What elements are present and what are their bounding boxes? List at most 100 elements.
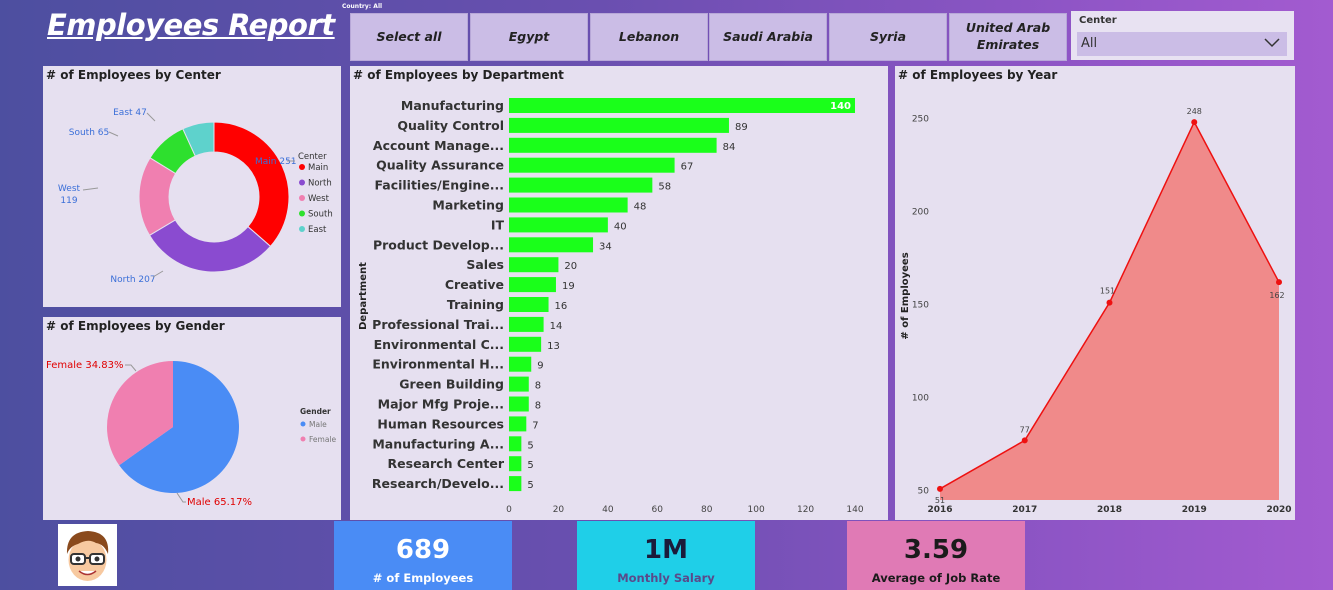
- bar-data-label: 89: [735, 122, 748, 133]
- department-bar: [509, 217, 608, 233]
- area-point: [1021, 437, 1028, 444]
- kpi-value: 689: [395, 535, 451, 565]
- country-option-syria[interactable]: Syria: [829, 13, 947, 61]
- bar-data-label: 19: [562, 281, 575, 292]
- country-option-united-arab-emirates[interactable]: United Arab Emirates: [949, 13, 1067, 61]
- x-tick-label: 100: [748, 505, 765, 515]
- pie-slice-male: [119, 361, 240, 493]
- department-bar: [509, 456, 522, 472]
- bar-data-label: 5: [527, 460, 533, 471]
- area-data-label: 248: [1187, 107, 1202, 116]
- department-label: Human Resources: [377, 416, 504, 431]
- country-option-saudi-arabia[interactable]: Saudi Arabia: [709, 13, 827, 61]
- pie-data-label-female: Female 34.83%: [46, 360, 123, 371]
- report-title: Employees Report: [47, 8, 335, 42]
- x-tick-label: 0: [506, 505, 512, 515]
- area-data-label: 51: [935, 496, 945, 505]
- department-bar: [509, 376, 529, 392]
- department-label: Manufacturing: [401, 98, 504, 113]
- department-label: Major Mfg Proje...: [378, 397, 504, 412]
- department-label: Quality Assurance: [376, 158, 504, 173]
- area-fill: [940, 122, 1279, 500]
- gender-pie-chart: Male 65.17% Female 34.83% Gender Male Female: [46, 360, 337, 508]
- country-option-select-all[interactable]: Select all: [350, 13, 468, 61]
- bar-data-label: 5: [527, 440, 533, 451]
- department-bar: [509, 316, 544, 332]
- kpi-value: 1M: [644, 535, 688, 565]
- donut-legend-item: Main: [308, 163, 328, 173]
- department-bar: [509, 297, 549, 312]
- country-option-lebanon[interactable]: Lebanon: [590, 13, 708, 61]
- y-tick-label: 200: [912, 207, 929, 217]
- department-bar: [509, 436, 522, 452]
- department-label: Creative: [445, 277, 504, 292]
- department-label: Research/Develo...: [372, 476, 504, 491]
- area-point: [1276, 279, 1282, 286]
- leader-line: [146, 112, 156, 122]
- center-slicer-label: Center: [1079, 15, 1117, 26]
- department-label: Facilities/Engine...: [374, 178, 504, 193]
- donut-slice-east: [182, 121, 215, 157]
- chevron-down-icon[interactable]: [1263, 35, 1281, 49]
- avatar: [58, 524, 117, 586]
- year-area-chart: 50 100 150 200 250 # of Employees 51 77 151 248 16…: [900, 107, 1292, 515]
- bar-data-label: 58: [658, 182, 671, 193]
- department-label: Environmental C...: [374, 337, 504, 352]
- area-point: [1191, 119, 1198, 126]
- department-bar: [509, 237, 594, 253]
- center-slicer-dropdown[interactable]: All: [1077, 32, 1287, 56]
- legend-marker: [299, 210, 305, 217]
- department-bar-chart: 0 20 40 60 80 100 120 140 Department Manufacturin…: [358, 98, 864, 515]
- boy-avatar-icon: [66, 531, 109, 581]
- donut-legend-title: Center: [298, 152, 327, 162]
- department-label: Manufacturing A...: [372, 436, 504, 451]
- country-option-egypt[interactable]: Egypt: [470, 13, 588, 61]
- y-tick-label: 250: [912, 114, 929, 124]
- donut-legend-item: North: [308, 179, 332, 189]
- leader-line: [176, 492, 186, 503]
- center-chart-panel: # of Employees by Center Main 251 North 2…: [43, 66, 341, 307]
- department-label: Quality Control: [397, 118, 504, 133]
- x-tick-label: 80: [701, 505, 713, 515]
- department-label: IT: [491, 217, 505, 232]
- kpi-label: Monthly Salary: [617, 571, 715, 585]
- gender-chart-panel: # of Employees by Gender Male 65.17% Fema…: [43, 317, 341, 520]
- y-tick-label: 50: [918, 487, 930, 497]
- department-bar: [509, 356, 532, 372]
- bar-data-label: 13: [547, 341, 560, 352]
- country-option-label: Syria: [869, 28, 907, 44]
- x-tick-label: 2019: [1182, 505, 1207, 515]
- kpi-card: 689 # of Employees: [334, 521, 512, 590]
- country-option-label: Egypt: [508, 28, 550, 44]
- area-data-label: 151: [1100, 287, 1115, 296]
- country-option-label: Saudi Arabia: [723, 28, 813, 44]
- center-donut-chart: Main 251 North 207 West 119 South 65 East 47 C…: [58, 108, 333, 285]
- department-label: Professional Trai...: [372, 317, 504, 332]
- pie-legend-title: Gender: [300, 407, 331, 416]
- department-label: Account Manage...: [373, 138, 504, 153]
- country-filter-label: Country: All: [342, 3, 383, 10]
- bar-data-label: 8: [535, 401, 541, 412]
- department-label: Marketing: [432, 198, 504, 213]
- x-tick-label: 60: [652, 505, 664, 515]
- department-bar: [509, 98, 855, 113]
- department-chart-title: # of Employees by Department: [353, 68, 564, 82]
- donut-data-label: West: [58, 184, 81, 194]
- bar-data-label: 16: [555, 301, 568, 312]
- y-tick-label: 100: [912, 394, 929, 404]
- leader-line: [108, 131, 119, 137]
- center-slicer[interactable]: Center All: [1071, 11, 1294, 60]
- kpi-label: # of Employees: [372, 571, 474, 585]
- center-slicer-value: All: [1081, 36, 1098, 51]
- country-option-label: Select all: [376, 28, 442, 44]
- kpi-card: 3.59 Average of Job Rate: [847, 521, 1025, 590]
- leader-line: [82, 187, 99, 191]
- bar-data-label: 14: [550, 321, 563, 332]
- donut-data-label: 119: [60, 196, 77, 206]
- year-chart-title: # of Employees by Year: [898, 68, 1058, 82]
- donut-data-label: Main 251: [255, 157, 297, 167]
- bar-data-label: 8: [535, 381, 541, 392]
- area-data-label: 162: [1269, 291, 1284, 300]
- y-axis-label: # of Employees: [900, 252, 911, 339]
- area-point: [937, 485, 943, 492]
